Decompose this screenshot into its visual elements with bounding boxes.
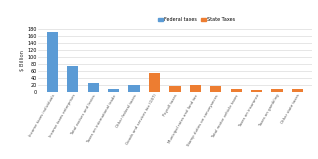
Bar bbox=[190, 85, 201, 92]
Legend: Federal taxes, State Taxes: Federal taxes, State Taxes bbox=[158, 17, 236, 22]
Bar bbox=[231, 89, 242, 92]
Bar bbox=[271, 89, 283, 92]
Bar bbox=[210, 86, 221, 92]
Bar bbox=[251, 90, 262, 92]
Bar bbox=[169, 86, 181, 92]
Bar bbox=[108, 89, 119, 92]
Y-axis label: $ Billion: $ Billion bbox=[20, 50, 24, 71]
Bar bbox=[292, 89, 303, 92]
Bar bbox=[67, 66, 79, 92]
Bar bbox=[128, 85, 140, 92]
Bar bbox=[88, 83, 99, 92]
Bar bbox=[47, 32, 58, 92]
Bar bbox=[149, 73, 160, 92]
